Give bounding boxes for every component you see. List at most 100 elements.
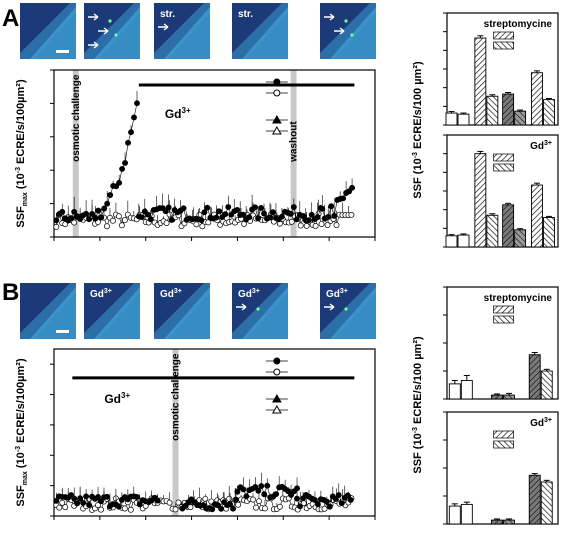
data-point bbox=[252, 204, 259, 211]
data-point bbox=[134, 100, 140, 107]
legend-marker bbox=[273, 357, 281, 365]
data-point bbox=[80, 500, 87, 506]
legend bbox=[493, 430, 514, 449]
data-point bbox=[349, 184, 356, 191]
bar-chart: streptomycine bbox=[443, 12, 559, 126]
data-point bbox=[323, 498, 330, 505]
data-point bbox=[324, 222, 331, 229]
data-point bbox=[62, 504, 69, 511]
data-point bbox=[163, 220, 170, 226]
data-point bbox=[246, 214, 253, 221]
data-point bbox=[187, 504, 194, 511]
micrograph-thumbnail: Gd3+ bbox=[154, 283, 210, 339]
cell-edge bbox=[320, 3, 376, 59]
data-point bbox=[86, 216, 93, 223]
bar bbox=[445, 112, 458, 126]
data-point bbox=[147, 216, 154, 223]
data-point bbox=[104, 493, 110, 500]
data-point bbox=[115, 503, 122, 510]
data-point bbox=[133, 494, 140, 500]
event-label: osmotic challenge bbox=[71, 74, 82, 162]
data-point bbox=[83, 210, 90, 217]
data-point bbox=[104, 223, 110, 230]
data-point bbox=[255, 487, 262, 494]
data-point bbox=[287, 210, 294, 217]
event-shade bbox=[72, 70, 79, 237]
legend-marker bbox=[273, 89, 281, 97]
data-point bbox=[331, 213, 338, 219]
data-point bbox=[290, 204, 297, 210]
data-point bbox=[71, 219, 78, 226]
series-hypert bbox=[53, 90, 356, 224]
data-point bbox=[98, 506, 104, 513]
legend-marker bbox=[273, 368, 281, 376]
data-point bbox=[273, 491, 280, 497]
data-point bbox=[225, 204, 232, 210]
data-point bbox=[299, 213, 306, 220]
data-point bbox=[234, 207, 241, 213]
data-point bbox=[115, 213, 122, 220]
arrow-icon bbox=[88, 41, 99, 49]
data-point bbox=[95, 502, 101, 509]
bar bbox=[514, 110, 527, 126]
micrograph-thumbnail: str. bbox=[232, 3, 288, 59]
data-point bbox=[92, 215, 99, 222]
data-point bbox=[305, 217, 312, 224]
data-point bbox=[319, 205, 326, 212]
data-point bbox=[125, 139, 132, 146]
data-point bbox=[204, 204, 211, 211]
data-point bbox=[77, 495, 84, 502]
data-point bbox=[59, 208, 66, 215]
data-point bbox=[107, 192, 114, 198]
event-shade bbox=[172, 349, 179, 516]
panel-letter-a: A bbox=[2, 5, 19, 32]
bar bbox=[514, 229, 527, 248]
fluorescent-spot bbox=[108, 19, 112, 23]
y-axis-label: SSF (10-3 ECRE/s/100 µm²) bbox=[412, 336, 424, 474]
chart-title: streptomycine bbox=[484, 19, 553, 30]
micrograph-thumbnail: Gd3+ bbox=[84, 283, 140, 339]
cell-edge bbox=[154, 283, 210, 339]
micrograph-thumbnail bbox=[84, 3, 140, 59]
data-point bbox=[74, 500, 81, 507]
data-point bbox=[243, 493, 250, 500]
thumbnail-label: Gd3+ bbox=[160, 288, 182, 300]
data-point bbox=[314, 501, 321, 508]
data-point bbox=[109, 217, 116, 224]
arrow-icon bbox=[324, 13, 335, 21]
data-point bbox=[344, 492, 351, 499]
legend-swatch bbox=[493, 41, 514, 50]
legend-swatch bbox=[493, 31, 514, 40]
data-point bbox=[196, 497, 203, 504]
data-point bbox=[288, 218, 295, 225]
arrow-icon bbox=[88, 13, 99, 21]
data-point bbox=[240, 486, 247, 493]
micrograph-thumbnail bbox=[320, 3, 376, 59]
y-axis-label: SSFmax (10-3 ECRE/s/100µm²) bbox=[15, 358, 29, 507]
bar-chart: Gd3+ bbox=[443, 134, 559, 248]
data-point bbox=[293, 216, 300, 223]
data-point bbox=[213, 214, 220, 221]
data-point bbox=[68, 215, 75, 222]
data-point bbox=[128, 129, 134, 136]
thumbnail-label: str. bbox=[160, 9, 175, 20]
data-point bbox=[95, 494, 101, 500]
legend-marker bbox=[271, 393, 282, 403]
data-point bbox=[83, 493, 90, 500]
micrograph-thumbnail: Gd3+ bbox=[320, 283, 376, 339]
cell-edge bbox=[154, 3, 210, 59]
data-point bbox=[53, 497, 60, 504]
plot-frame bbox=[53, 69, 376, 238]
legend-marker bbox=[271, 114, 282, 124]
data-point bbox=[233, 496, 240, 503]
data-point bbox=[347, 497, 354, 503]
bar bbox=[528, 474, 541, 525]
legend-marker bbox=[271, 125, 282, 135]
legend-swatch bbox=[493, 305, 514, 314]
bar bbox=[543, 217, 555, 248]
thumbnail-label: Gd3+ bbox=[238, 288, 260, 300]
series-line bbox=[95, 103, 138, 219]
bar bbox=[448, 505, 461, 525]
data-point bbox=[348, 211, 355, 218]
data-point bbox=[255, 215, 262, 222]
